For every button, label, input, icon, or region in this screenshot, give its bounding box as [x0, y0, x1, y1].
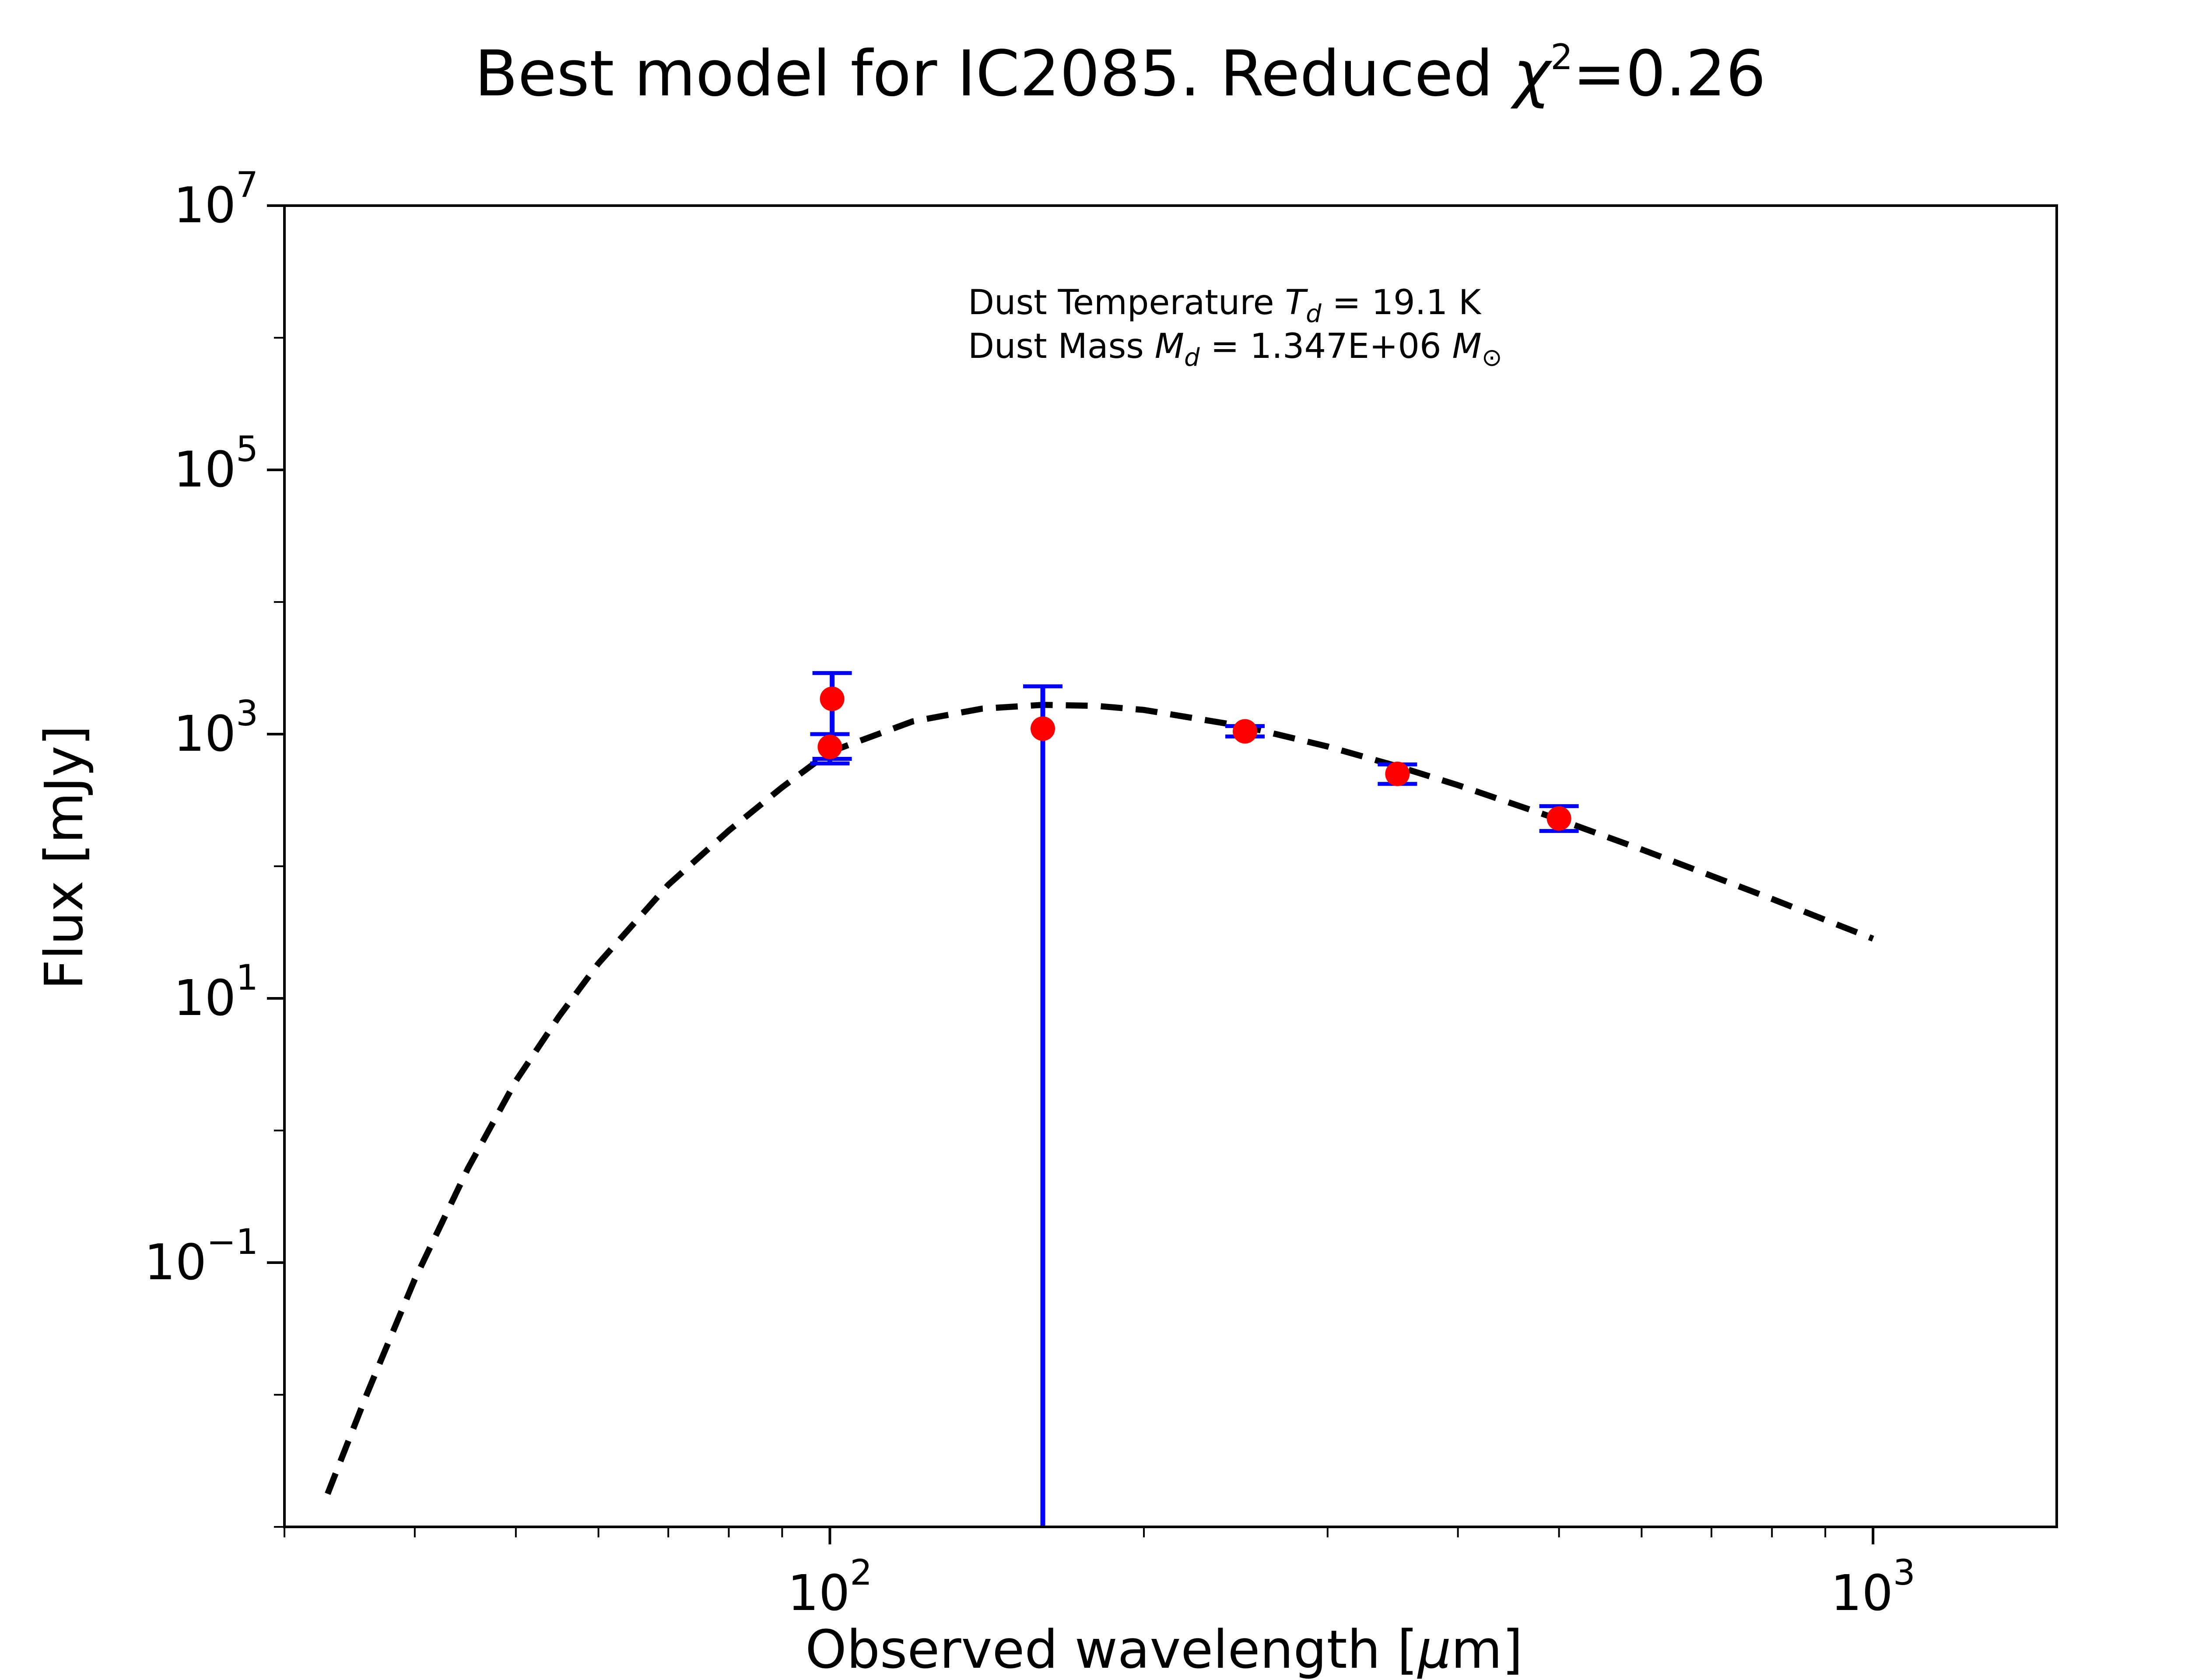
y-tick-label-2: 101 [174, 957, 258, 1027]
data-point-3 [1031, 716, 1055, 741]
x-tick-label-2: 103 [1831, 1552, 1915, 1622]
dust-mass-annotation: Dust Mass Md = 1.347E+06 M⊙ [968, 327, 1502, 372]
chart-title: Best model for IC2085. Reduced χ2=0.26 [475, 37, 1766, 110]
y-axis-ticks: 10−1 101 103 105 107 [144, 164, 284, 1528]
dust-temperature-annotation: Dust Temperature Td = 19.1 K [968, 283, 1482, 328]
y-tick-label-1: 10−1 [144, 1222, 258, 1291]
x-tick-label-1: 102 [788, 1552, 872, 1622]
data-point-2 [820, 686, 845, 711]
y-axis-label: Flux [mJy] [34, 725, 95, 990]
data-points-layer [817, 686, 1571, 831]
x-axis-label: Observed wavelength [μm] [805, 1620, 1523, 1680]
data-point-5 [1385, 761, 1410, 786]
data-point-1 [817, 735, 842, 760]
data-point-6 [1546, 806, 1571, 831]
y-tick-label-4: 105 [174, 429, 258, 498]
data-point-4 [1233, 719, 1258, 744]
x-axis-ticks: 102 103 [284, 1527, 1915, 1622]
y-tick-label-5: 107 [174, 164, 258, 234]
y-tick-label-3: 103 [174, 693, 258, 763]
